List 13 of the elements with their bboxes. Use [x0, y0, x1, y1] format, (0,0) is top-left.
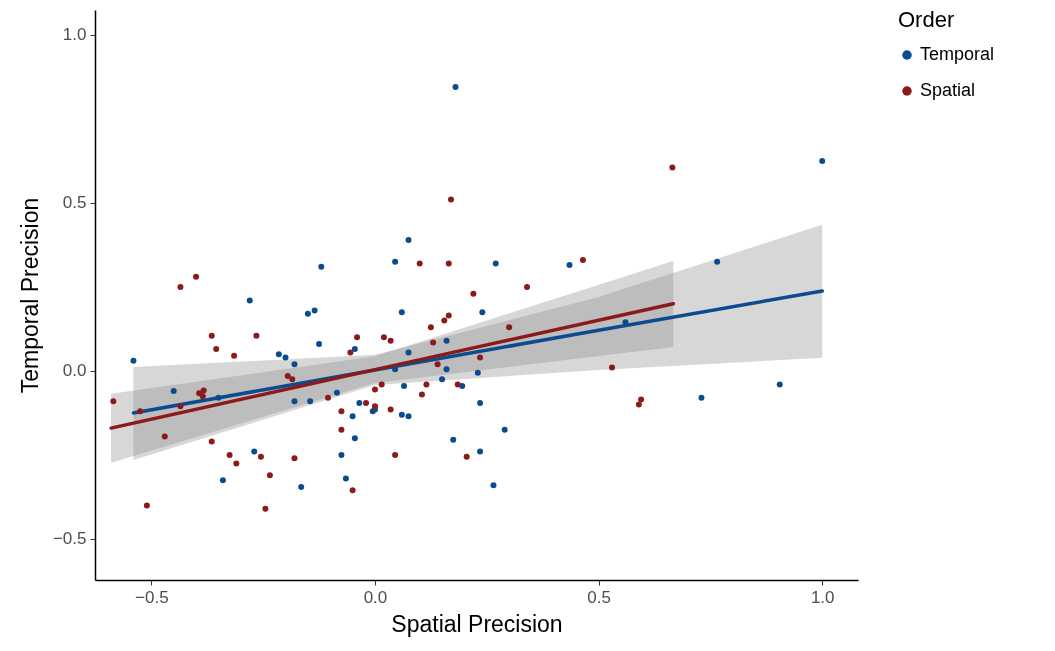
x-tick-label: 1.0: [810, 587, 835, 607]
y-tick-label: 0.5: [62, 193, 87, 213]
y-tick-label: 1.0: [62, 25, 87, 45]
y-tick-label: −0.5: [52, 529, 87, 549]
legend-label: Temporal: [920, 44, 995, 64]
x-axis-title: Spatial Precision: [391, 610, 563, 637]
y-tick-label: 0.0: [62, 361, 87, 381]
x-tick-label: −0.5: [135, 587, 169, 607]
legend-title: Order: [898, 7, 955, 32]
x-tick-label: 0.0: [363, 587, 388, 607]
x-tick-label: 0.5: [587, 587, 611, 607]
legend-label: Spatial: [920, 80, 976, 100]
y-axis-title: Temporal Precision: [16, 197, 43, 394]
